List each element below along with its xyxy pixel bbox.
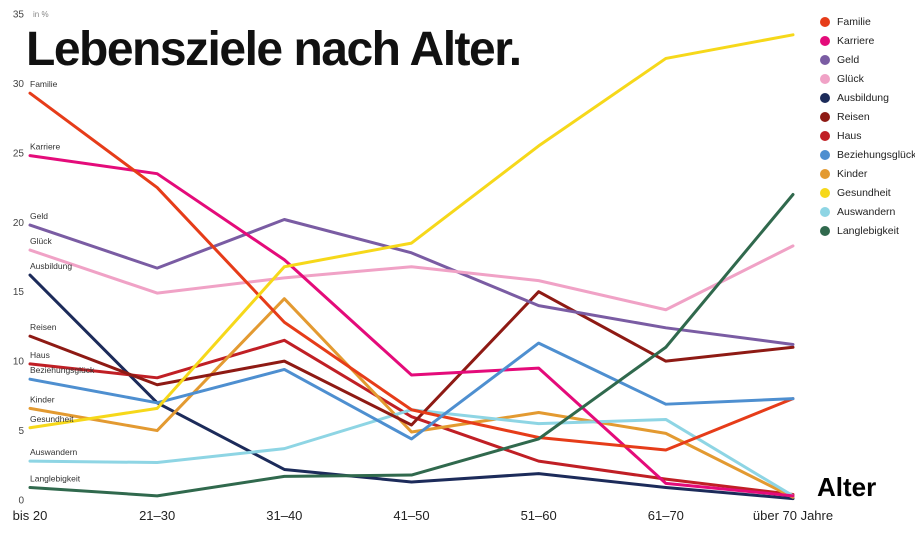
legend-color-dot — [820, 16, 830, 27]
legend-label: Glück — [837, 72, 864, 85]
legend-label: Langlebigkeit — [837, 224, 899, 237]
legend-color-dot — [820, 73, 830, 84]
series-line-familie — [28, 91, 795, 452]
legend-item-gesundheit: Gesundheit — [820, 183, 912, 202]
legend-color-dot — [820, 225, 830, 236]
legend-color-dot — [820, 130, 830, 141]
y-tick-label: 5 — [18, 426, 24, 437]
legend: Familie Karriere Geld Glück Ausbildung Reisen… — [820, 12, 915, 240]
x-tick-label: 31–40 — [266, 508, 302, 523]
y-tick-label: 25 — [13, 148, 25, 159]
x-tick-label: 41–50 — [393, 508, 429, 523]
legend-color-dot — [820, 206, 830, 217]
series-line-geld — [28, 218, 795, 346]
legend-label: Familie — [837, 15, 871, 28]
y-axis-unit-label: in % — [33, 10, 49, 19]
x-tick-label: über 70 Jahre — [753, 508, 833, 523]
y-tick-label: 10 — [13, 357, 25, 368]
series-line-gesundheit — [28, 33, 795, 430]
series-start-label-auswandern: Auswandern — [30, 447, 78, 457]
legend-label: Auswandern — [837, 205, 896, 218]
x-tick-label: 51–60 — [521, 508, 557, 523]
series-line-beziehungsgl-ck — [28, 341, 795, 441]
series-start-label-reisen: Reisen — [30, 322, 57, 332]
legend-label: Kinder — [837, 167, 868, 180]
legend-label: Ausbildung — [837, 91, 889, 104]
legend-color-dot — [820, 92, 830, 103]
series-start-label-langlebigkeit: Langlebigkeit — [30, 474, 81, 484]
legend-color-dot — [820, 54, 830, 65]
legend-label: Beziehungsglück — [837, 148, 915, 161]
x-tick-label: bis 20 — [13, 508, 48, 523]
series-start-label-karriere: Karriere — [30, 142, 61, 152]
series-line-haus — [28, 338, 795, 496]
series-start-label-gesundheit: Gesundheit — [30, 414, 74, 424]
legend-color-dot — [820, 149, 830, 160]
series-line-reisen — [28, 290, 795, 427]
series-line-kinder — [28, 297, 795, 499]
series-start-label-kinder: Kinder — [30, 394, 55, 404]
x-axis-title: Alter — [817, 472, 877, 502]
series-start-label-ausbildung: Ausbildung — [30, 261, 72, 271]
legend-item-ausbildung: Ausbildung — [820, 88, 912, 107]
legend-label: Reisen — [837, 110, 870, 123]
legend-item-langlebigkeit: Langlebigkeit — [820, 221, 912, 240]
series-start-label-familie: Familie — [30, 79, 58, 89]
legend-item-beziehungsgl-ck: Beziehungsglück — [820, 145, 915, 164]
y-tick-label: 0 — [18, 496, 24, 507]
legend-label: Geld — [837, 53, 860, 66]
legend-label: Gesundheit — [837, 186, 891, 199]
series-start-label-geld: Geld — [30, 211, 48, 221]
legend-item-haus: Haus — [820, 126, 912, 145]
legend-color-dot — [820, 187, 830, 198]
legend-color-dot — [820, 111, 830, 122]
legend-item-geld: Geld — [820, 50, 912, 69]
legend-item-gl-ck: Glück — [820, 69, 912, 88]
legend-item-familie: Familie — [820, 12, 912, 31]
chart-title: Lebensziele nach Alter. — [26, 23, 522, 76]
series-line-gl-ck — [28, 244, 795, 312]
y-tick-label: 30 — [13, 79, 25, 90]
y-tick-label: 20 — [13, 218, 25, 229]
series-line-karriere — [28, 154, 795, 498]
series-start-label-beziehungsgl-ck: Beziehungsglück — [30, 365, 95, 375]
legend-item-kinder: Kinder — [820, 164, 912, 183]
series-start-label-haus: Haus — [30, 350, 50, 360]
legend-label: Haus — [837, 129, 862, 142]
y-tick-label: 15 — [13, 287, 25, 298]
legend-color-dot — [820, 35, 830, 46]
y-tick-label: 35 — [13, 10, 25, 21]
legend-item-reisen: Reisen — [820, 107, 912, 126]
x-tick-label: 21–30 — [139, 508, 175, 523]
series-line-langlebigkeit — [28, 193, 795, 498]
legend-item-karriere: Karriere — [820, 31, 912, 50]
series-line-ausbildung — [28, 273, 795, 501]
legend-item-auswandern: Auswandern — [820, 202, 912, 221]
legend-label: Karriere — [837, 34, 875, 47]
x-tick-label: 61–70 — [648, 508, 684, 523]
legend-color-dot — [820, 168, 830, 179]
series-start-label-gl-ck: Glück — [30, 236, 52, 246]
